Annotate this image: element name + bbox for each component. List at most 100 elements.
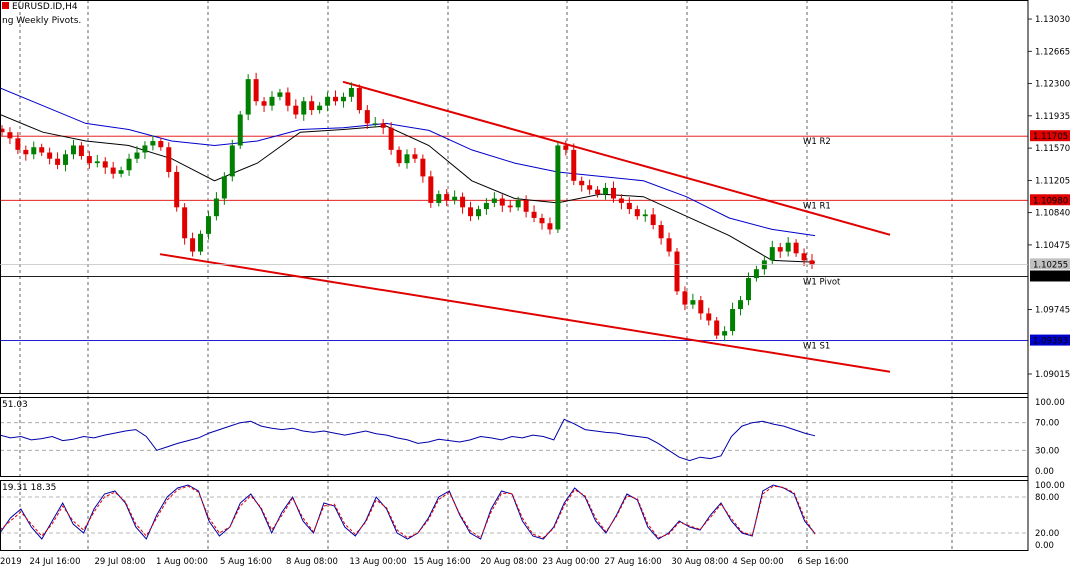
candle-body xyxy=(745,278,751,301)
candle-body xyxy=(444,194,450,201)
candle-body xyxy=(253,79,259,102)
price-tick-label: 1.11570 xyxy=(1035,144,1070,154)
candle-body xyxy=(801,253,807,261)
candle-body xyxy=(102,161,108,168)
candle-body xyxy=(110,167,116,174)
candle-body xyxy=(690,300,696,305)
stoch-header-value: 19.31 18.35 xyxy=(2,483,57,493)
candle-body xyxy=(142,145,148,153)
pivot-price-tag xyxy=(1030,194,1070,206)
time-tick-label: 13 Aug 00:00 xyxy=(349,557,406,567)
stoch-tick-label: 20.00 xyxy=(1035,529,1059,539)
pivot-name-label: W1 S1 xyxy=(803,342,830,352)
candle-body xyxy=(182,207,188,239)
candle-body xyxy=(618,198,624,203)
candle-body xyxy=(436,194,442,203)
candle-body xyxy=(595,189,601,195)
candle-body xyxy=(404,154,410,164)
candle-body xyxy=(674,251,680,292)
candle-body xyxy=(333,96,339,102)
candle-body xyxy=(642,214,648,217)
stoch-signal-line xyxy=(0,485,816,539)
candle-body xyxy=(356,87,362,111)
candle-body xyxy=(396,149,402,164)
time-tick-label: 2019 xyxy=(0,557,22,567)
candle-body xyxy=(706,313,712,321)
time-tick-label: 15 Aug 16:00 xyxy=(413,557,470,567)
rsi-tick-label: 30.00 xyxy=(1035,446,1059,456)
candle-body xyxy=(229,145,235,177)
candle-body xyxy=(730,309,736,332)
candle-body xyxy=(55,158,61,165)
candle-body xyxy=(460,196,466,208)
stoch-main-line xyxy=(0,484,816,540)
symbol-color-icon xyxy=(2,2,9,9)
candle-body xyxy=(31,147,37,155)
rsi-tick-label: 0.00 xyxy=(1035,467,1054,477)
pivot-name-label: W1 R1 xyxy=(803,201,831,211)
price-tick-label: 1.09015 xyxy=(1035,370,1070,380)
candle-body xyxy=(753,269,759,279)
price-tick-label: 1.11935 xyxy=(1035,112,1070,122)
candle-body xyxy=(348,87,354,97)
moving-averages xyxy=(0,87,816,263)
candle-body xyxy=(547,223,553,230)
price-tick-label: 1.11205 xyxy=(1035,176,1070,186)
candle-body xyxy=(364,110,370,124)
symbol-header: EURUSD.ID,H4 xyxy=(2,2,78,13)
candle-body xyxy=(261,101,267,106)
candle-body xyxy=(0,128,5,133)
candle-body xyxy=(793,242,799,254)
candle-body xyxy=(388,127,394,150)
stoch-tick-label: 0.00 xyxy=(1035,541,1054,551)
candle-body xyxy=(166,147,172,172)
candle-body xyxy=(785,242,791,252)
time-tick-label: 29 Jul 08:00 xyxy=(95,557,146,567)
rsi-tick-label: 100.00 xyxy=(1035,398,1065,408)
candle-body xyxy=(769,247,775,261)
channel-upper-line xyxy=(342,80,891,236)
candle-body xyxy=(174,171,180,208)
time-tick-label: 4 Sep 00:00 xyxy=(732,557,783,567)
candle-body xyxy=(150,141,156,146)
candle-body xyxy=(523,200,529,212)
time-tick-label: 6 Sep 16:00 xyxy=(797,557,848,567)
stoch-tick-label: 100.00 xyxy=(1035,481,1065,491)
candle-body xyxy=(134,152,140,159)
trend-channel[interactable] xyxy=(159,80,891,373)
candle-body xyxy=(301,101,307,115)
candle-body xyxy=(118,170,124,174)
candle-body xyxy=(221,176,227,199)
price-tick-label: 1.12300 xyxy=(1035,80,1070,90)
candle-body xyxy=(658,225,664,239)
candle-body xyxy=(237,114,243,146)
candle-body xyxy=(213,198,219,217)
close-price-tag xyxy=(1030,258,1070,270)
pivot-price-label: 1.09393 xyxy=(1033,337,1068,347)
candle-body xyxy=(666,238,672,252)
candle-body xyxy=(15,138,21,150)
candle-body xyxy=(86,156,92,164)
candle-body xyxy=(603,187,609,195)
time-tick-label: 1 Aug 00:00 xyxy=(156,557,208,567)
time-tick-label: 5 Aug 16:00 xyxy=(220,557,272,567)
candle-body xyxy=(626,202,632,210)
candle-body xyxy=(499,198,505,206)
rsi-tick-label: 70.00 xyxy=(1035,419,1059,429)
candle-body xyxy=(293,105,299,115)
candle-body xyxy=(761,260,767,270)
candle-body xyxy=(158,141,164,148)
rsi-panel: 100.00 70.00 30.00 0.00 xyxy=(0,398,1065,477)
pivot-price-label: 1.10118 xyxy=(1033,272,1068,282)
symbol-label: EURUSD.ID,H4 xyxy=(12,2,78,12)
candle-body xyxy=(39,147,45,153)
price-axis: 1.13030 1.12665 1.12300 1.11935 1.11570 1.112… xyxy=(0,15,1070,380)
candle-body xyxy=(317,105,323,111)
pivot-price-label: 1.11705 xyxy=(1033,132,1068,142)
candle-body xyxy=(325,96,331,106)
candle-body xyxy=(78,145,84,157)
candle-body xyxy=(277,92,283,97)
price-tick-label: 1.10475 xyxy=(1035,241,1070,251)
